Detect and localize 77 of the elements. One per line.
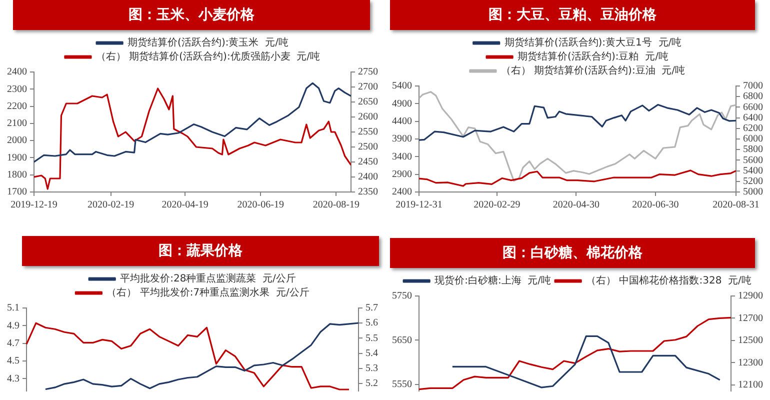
y2-tick-label: 6600 — [743, 102, 763, 113]
y2-tick-label: 5000 — [743, 186, 763, 198]
y2-tick-label: 5.7 — [366, 302, 378, 314]
x-tick-label: 2019-12-31 — [396, 200, 442, 211]
y2-tick-label: 2400 — [358, 172, 378, 183]
x-tick-label: 2020-06-30 — [632, 200, 679, 211]
chart-title: 图：玉米、小麦价格 — [13, 0, 370, 30]
y-tick-label: 4400 — [392, 116, 412, 127]
y2-tick-label: 2750 — [358, 66, 378, 78]
y-tick-label: 3900 — [392, 134, 412, 145]
y2-tick-label: 5.3 — [366, 362, 378, 374]
y2-tick-label: 5.6 — [366, 318, 378, 329]
y2-tick-label: 5600 — [743, 154, 763, 166]
legend-label: （右） 中国棉花价格指数:328 元/吨 — [586, 274, 752, 287]
y-tick-label: 2000 — [7, 135, 27, 146]
legend-label: 期货结算价(活跃合约):黄玉米 元/吨 — [128, 36, 288, 49]
y2-tick-label: 12300 — [738, 357, 763, 368]
x-tick-label: 2020-08-19 — [312, 200, 360, 211]
chart-title: 图：大豆、豆粕、豆油价格 — [390, 0, 755, 30]
y2-tick-label: 2650 — [358, 96, 378, 108]
y-tick-label: 2400 — [7, 66, 27, 78]
y-tick-label: 1900 — [7, 152, 27, 164]
y-tick-label: 2400 — [392, 186, 412, 198]
y-tick-label: 5750 — [392, 290, 412, 302]
chart-title: 图：蔬果价格 — [22, 236, 379, 266]
legend-label: （右） 期货结算价(活跃合约):优质强筋小麦 元/吨 — [96, 50, 320, 63]
y2-tick-label: 5400 — [743, 165, 763, 176]
y2-tick-label: 5.2 — [366, 378, 378, 390]
y2-tick-label: 5.5 — [366, 332, 378, 344]
y-tick-label: 4.3 — [7, 373, 20, 384]
y-tick-label: 1700 — [7, 186, 27, 198]
y-tick-label: 4.7 — [7, 338, 20, 349]
y-tick-label: 5550 — [392, 378, 412, 390]
y-tick-label: 2300 — [7, 84, 27, 95]
y2-tick-label: 6000 — [743, 134, 763, 145]
y-tick-label: 2900 — [392, 168, 412, 180]
y-tick-label: 2100 — [7, 118, 27, 130]
y-tick-label: 2200 — [7, 100, 27, 112]
y2-tick-label: 2550 — [358, 126, 378, 138]
x-tick-label: 2020-04-19 — [162, 200, 208, 211]
y2-tick-label: 6400 — [743, 112, 763, 124]
x-tick-label: 2020-08-31 — [712, 200, 760, 211]
y2-tick-label: 12900 — [738, 290, 763, 302]
y2-tick-label: 12500 — [738, 335, 763, 346]
legend-label: 平均批发价:28种重点监测蔬菜 元/公斤 — [120, 272, 296, 285]
y2-tick-label: 6800 — [743, 91, 763, 102]
y2-tick-label: 12100 — [738, 380, 763, 391]
y2-tick-label: 5.4 — [366, 348, 378, 359]
chart-title: 图：白砂糖、棉花价格 — [390, 238, 755, 268]
x-tick-label: 2019-12-19 — [10, 200, 58, 211]
y2-tick-label: 12700 — [738, 312, 763, 324]
y-tick-label: 5650 — [392, 334, 412, 346]
x-tick-label: 2020-02-19 — [87, 200, 134, 211]
y-tick-label: 3400 — [392, 151, 412, 162]
y2-tick-label: 2600 — [358, 112, 378, 123]
y-tick-label: 5.1 — [7, 302, 20, 314]
legend-label: （右） 期货结算价(活跃合约):豆油 元/吨 — [500, 64, 686, 77]
legend-label: 现货价:白砂糖:上海 元/吨 — [434, 274, 552, 287]
x-tick-label: 2020-04-30 — [552, 200, 600, 211]
y2-tick-label: 2700 — [358, 82, 378, 93]
y2-tick-label: 5800 — [743, 144, 763, 156]
y2-tick-label: 2500 — [358, 142, 378, 153]
legend-label: （右） 平均批发价:7种重点监测水果 元/公斤 — [106, 286, 310, 299]
y2-tick-label: 2350 — [358, 186, 378, 198]
y-tick-label: 1800 — [7, 169, 27, 180]
x-tick-label: 2020-02-29 — [474, 200, 520, 211]
legend-label: 期货结算价(活跃合约):黄大豆1号 元/吨 — [504, 36, 682, 49]
y-tick-label: 4900 — [392, 98, 412, 110]
y-tick-label: 4.5 — [7, 356, 20, 367]
y2-tick-label: 2450 — [358, 156, 378, 168]
legend-label: 期货结算价(活跃合约):豆粕 元/吨 — [518, 50, 668, 63]
x-tick-label: 2020-06-19 — [237, 200, 284, 211]
y2-tick-label: 7000 — [743, 80, 763, 92]
y2-tick-label: 5200 — [743, 176, 763, 188]
y2-tick-label: 6200 — [743, 123, 763, 134]
y-tick-label: 4.9 — [7, 320, 20, 332]
y-tick-label: 5400 — [392, 80, 412, 92]
